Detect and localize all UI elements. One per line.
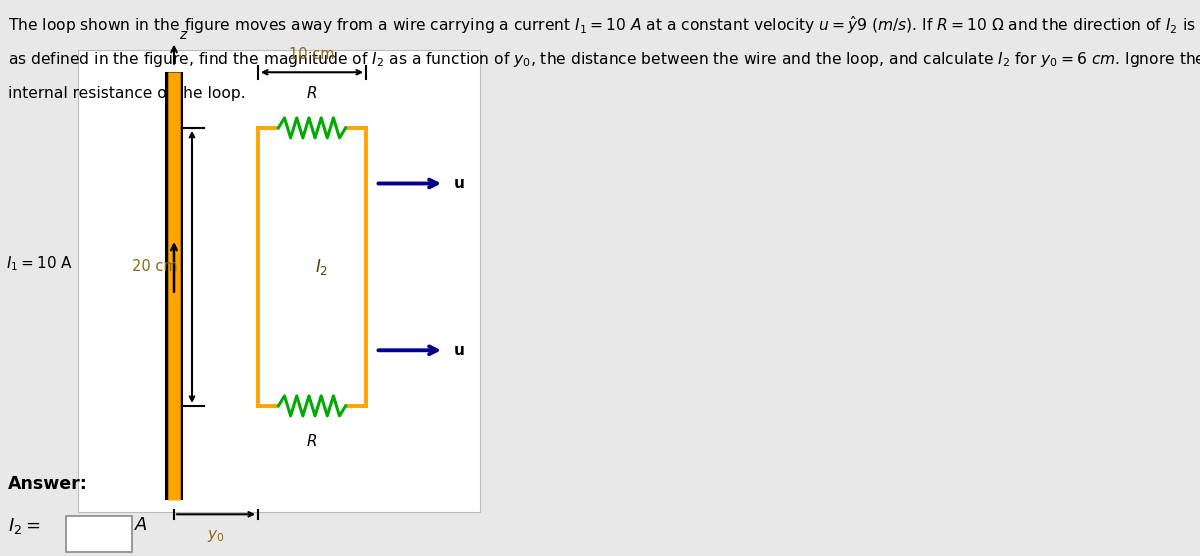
Text: $I_2$: $I_2$	[316, 257, 328, 277]
Text: $z$: $z$	[179, 28, 188, 42]
Text: 10 cm: 10 cm	[289, 47, 335, 62]
Text: u: u	[454, 176, 464, 191]
Text: $I_1 = 10$ A: $I_1 = 10$ A	[6, 255, 73, 274]
Bar	[78, 50, 480, 512]
Text: $R$: $R$	[306, 433, 318, 449]
Text: u: u	[454, 343, 464, 358]
Text: The loop shown in the figure moves away from a wire carrying a current $I_1 = 10: The loop shown in the figure moves away …	[8, 14, 1196, 36]
Text: internal resistance of the loop.: internal resistance of the loop.	[8, 86, 246, 101]
Text: $y_0$: $y_0$	[208, 528, 224, 544]
Text: $A$: $A$	[134, 516, 149, 534]
FancyBboxPatch shape	[66, 516, 132, 552]
Text: as defined in the figure, find the magnitude of $I_2$ as a function of $y_0$, th: as defined in the figure, find the magni…	[8, 50, 1200, 69]
Text: 20 cm: 20 cm	[132, 260, 178, 274]
Text: $I_2 =$: $I_2 =$	[8, 516, 41, 536]
Text: $R$: $R$	[306, 85, 318, 101]
Text: Answer:: Answer:	[8, 475, 89, 493]
